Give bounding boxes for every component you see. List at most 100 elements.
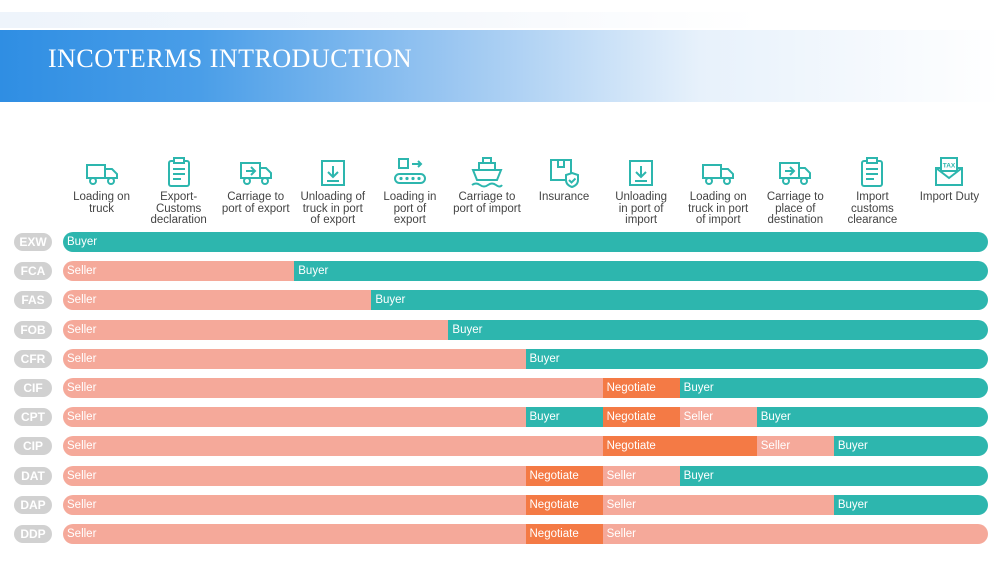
buyer-segment: Buyer — [525, 407, 604, 428]
shield-box-icon — [550, 159, 580, 188]
truck-with-box-icon — [779, 162, 812, 185]
seller-segment: Seller — [63, 494, 526, 515]
responsibility-bar: Seller Buyer — [63, 319, 988, 340]
step-header: Loading in port of export — [369, 150, 451, 227]
seller-segment: Seller — [63, 261, 295, 282]
step-header: Export- Customs declaration — [138, 150, 220, 227]
incoterm-code-badge: CPT — [14, 408, 52, 427]
buyer-segment: Buyer — [679, 465, 988, 486]
delivery-truck-icon — [85, 164, 118, 185]
buyer-segment: Buyer — [448, 319, 988, 340]
buyer-segment: Buyer — [833, 436, 988, 457]
seller-segment: Seller — [602, 524, 988, 544]
buyer-segment: Buyer — [371, 290, 988, 311]
responsibility-bar: Seller Negotiate Seller Buyer — [63, 436, 988, 457]
incoterm-row-fas: FAS Seller Buyer — [0, 290, 1000, 311]
incoterm-row-fob: FOB Seller Buyer — [0, 319, 1000, 340]
incoterm-row-dat: DAT Seller Negotiate Seller Buyer — [0, 465, 1000, 486]
buyer-segment: Buyer — [756, 407, 988, 428]
step-label: Carriage to place of destination — [766, 191, 824, 226]
step-header: Carriage to port of import — [446, 150, 528, 215]
clipboard-icon — [167, 157, 190, 187]
page-title: INCOTERMS INTRODUCTION — [48, 44, 413, 73]
incoterm-row-fca: FCA Seller Buyer — [0, 261, 1000, 282]
incoterm-row-cfr: CFR Seller Buyer — [0, 348, 1000, 369]
step-header: TAX Import Duty — [908, 150, 990, 204]
buyer-segment: Buyer — [525, 348, 988, 369]
negotiate-segment: Negotiate — [602, 436, 758, 457]
banner-top-strip — [0, 12, 760, 28]
step-label: Insurance — [538, 191, 590, 203]
step-header: Import customs clearance — [831, 150, 913, 227]
ship-icon — [471, 157, 503, 188]
box-unload-icon — [629, 160, 654, 186]
step-headers: Loading on truck Export- Customs declaration… — [0, 150, 1000, 232]
step-header: Carriage to port of export — [215, 150, 297, 215]
step-label: Unloading of truck in port of export — [300, 191, 366, 226]
negotiate-segment: Negotiate — [525, 494, 604, 515]
seller-segment: Seller — [602, 494, 835, 515]
step-label: Carriage to port of import — [453, 191, 521, 215]
step-header: Unloading of truck in port of export — [292, 150, 374, 227]
step-header: Insurance — [523, 150, 605, 204]
conveyor-icon — [393, 158, 426, 184]
seller-segment: Seller — [63, 407, 526, 428]
seller-segment: Seller — [63, 524, 526, 544]
step-header: Loading on truck in port of import — [677, 150, 759, 227]
incoterm-code-badge: EXW — [14, 233, 52, 251]
seller-segment: Seller — [679, 407, 758, 428]
step-label: Import Duty — [919, 191, 980, 203]
incoterm-row-ddp: DDP Seller Negotiate Seller — [0, 524, 1000, 544]
responsibility-bar: Seller Buyer — [63, 290, 988, 311]
incoterm-row-cif: CIF Seller Negotiate Buyer — [0, 378, 1000, 398]
incoterm-code-badge: DAP — [14, 495, 52, 514]
incoterm-code-badge: CIP — [14, 437, 52, 456]
incoterm-row-dap: DAP Seller Negotiate Seller Buyer — [0, 494, 1000, 515]
incoterm-code-badge: DDP — [14, 525, 52, 543]
incoterm-code-badge: DAT — [14, 466, 52, 485]
responsibility-bar: Seller Buyer — [63, 261, 988, 282]
step-label: Loading on truck — [73, 191, 130, 215]
seller-segment: Seller — [63, 348, 526, 369]
step-label: Export- Customs declaration — [150, 191, 207, 226]
seller-segment: Seller — [63, 378, 604, 398]
step-label: Unloading in port of import — [615, 191, 668, 226]
responsibility-bar: Seller Negotiate Seller Buyer — [63, 494, 988, 515]
seller-segment: Seller — [602, 465, 681, 486]
step-label: Carriage to port of export — [221, 191, 290, 215]
svg-text:TAX: TAX — [943, 163, 956, 170]
seller-segment: Seller — [63, 290, 372, 311]
seller-segment: Seller — [756, 436, 835, 457]
responsibility-bar: Buyer — [63, 232, 988, 252]
step-label: Loading in port of export — [383, 191, 437, 226]
incoterm-row-cip: CIP Seller Negotiate Seller Buyer — [0, 436, 1000, 457]
step-label: Loading on truck in port of import — [688, 191, 749, 226]
negotiate-segment: Negotiate — [525, 465, 604, 486]
incoterm-code-badge: FAS — [14, 291, 52, 310]
step-header: Loading on truck — [61, 150, 143, 215]
incoterm-code-badge: CFR — [14, 349, 52, 368]
step-header: Unloading in port of import — [600, 150, 682, 227]
seller-segment: Seller — [63, 319, 449, 340]
negotiate-segment: Negotiate — [602, 407, 681, 428]
negotiate-segment: Negotiate — [602, 378, 681, 398]
negotiate-segment: Negotiate — [525, 524, 604, 544]
seller-segment: Seller — [63, 465, 526, 486]
buyer-segment: Buyer — [294, 261, 988, 282]
incoterm-row-cpt: CPT Seller Buyer Negotiate Seller Buyer — [0, 407, 1000, 428]
buyer-segment: Buyer — [833, 494, 988, 515]
responsibility-bar: Seller Buyer — [63, 348, 988, 369]
box-unload-icon — [320, 160, 345, 186]
title-banner — [0, 30, 1000, 102]
buyer-segment: Buyer — [63, 232, 988, 252]
step-label: Import customs clearance — [847, 191, 898, 226]
incoterm-code-badge: CIF — [14, 379, 52, 397]
responsibility-bar: Seller Buyer Negotiate Seller Buyer — [63, 407, 988, 428]
step-header: Carriage to place of destination — [754, 150, 836, 227]
responsibility-bar: Seller Negotiate Seller — [63, 524, 988, 544]
incoterm-code-badge: FOB — [14, 320, 52, 339]
responsibility-bar: Seller Negotiate Buyer — [63, 378, 988, 398]
incoterm-row-exw: EXW Buyer — [0, 232, 1000, 252]
buyer-segment: Buyer — [679, 378, 988, 398]
tax-envelope-icon: TAX — [935, 157, 964, 186]
